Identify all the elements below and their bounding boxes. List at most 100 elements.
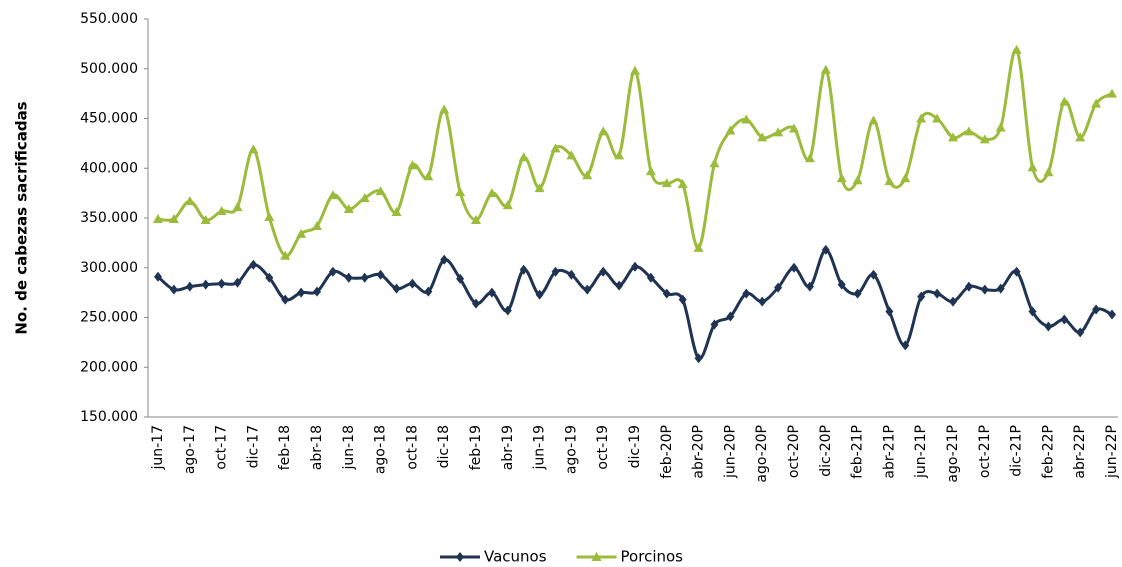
data-point (774, 282, 783, 293)
data-point (900, 173, 911, 183)
x-tick-label: dic-20P (818, 425, 834, 477)
x-tick-label: dic-19 (627, 425, 643, 468)
data-point (582, 170, 593, 180)
y-tick-label: 150.000 (80, 409, 138, 425)
data-point (757, 132, 768, 142)
x-tick-label: jun-22P (1104, 425, 1120, 479)
data-point (486, 188, 497, 198)
y-axis-label: No. de cabezas sacrificadas (13, 101, 31, 334)
data-point (280, 250, 291, 260)
data-point (360, 272, 369, 283)
legend-label: Porcinos (621, 548, 684, 566)
data-point (392, 283, 401, 294)
y-tick-label: 300.000 (80, 260, 138, 276)
data-point (1075, 132, 1086, 142)
data-point (424, 286, 433, 297)
data-point (328, 266, 337, 277)
x-tick-label: oct-20P (786, 425, 802, 478)
data-point (948, 132, 958, 142)
x-tick-label: dic-21P (1009, 425, 1025, 477)
x-tick-label: feb-19 (468, 425, 484, 470)
data-point (583, 284, 592, 295)
data-point (852, 175, 863, 185)
data-point (359, 193, 370, 203)
data-point (645, 166, 656, 176)
data-point (535, 289, 544, 300)
data-point (201, 279, 210, 290)
data-point (884, 176, 895, 186)
data-point (837, 279, 846, 290)
data-point (154, 271, 162, 282)
x-tick-label: oct-18 (404, 425, 420, 470)
data-point (741, 114, 752, 124)
data-point (869, 269, 878, 280)
data-point (439, 104, 450, 114)
data-point (917, 291, 926, 302)
data-point (313, 286, 321, 297)
data-point (248, 144, 259, 154)
data-point (534, 183, 545, 193)
x-tick-label: jun-17 (150, 425, 166, 471)
y-tick-label: 450.000 (80, 111, 138, 127)
data-point (1108, 309, 1116, 320)
data-point (265, 272, 274, 283)
x-tick-label: ago-20P (754, 425, 770, 483)
data-point (805, 281, 814, 292)
x-tick-label: feb-18 (277, 425, 293, 470)
data-point (726, 311, 735, 322)
data-point (678, 294, 687, 305)
data-point (264, 212, 275, 222)
data-point (790, 262, 798, 273)
data-point (963, 126, 974, 136)
x-tick-label: ago-21P (945, 425, 961, 483)
data-point (599, 266, 608, 277)
data-point (567, 269, 576, 280)
x-tick-label: feb-20P (659, 425, 675, 479)
legend-label: Vacunos (484, 548, 547, 566)
x-tick-label: jun-21P (913, 425, 929, 479)
data-point (472, 298, 480, 309)
x-tick-label: ago-18 (373, 425, 389, 474)
data-point (1059, 96, 1070, 106)
data-point (519, 264, 528, 275)
data-point (725, 125, 736, 135)
data-point (614, 150, 625, 160)
data-point (710, 319, 719, 330)
data-point (376, 269, 385, 280)
data-point (456, 273, 465, 284)
data-point (996, 283, 1005, 294)
data-point (312, 220, 322, 230)
data-point (233, 277, 242, 288)
data-point (153, 213, 163, 223)
data-point (1044, 321, 1053, 332)
y-tick-label: 250.000 (80, 310, 138, 326)
data-point (662, 288, 671, 299)
data-point (184, 196, 195, 206)
data-point (964, 281, 973, 292)
data-point (169, 284, 178, 295)
data-point (471, 214, 481, 224)
data-point (631, 261, 639, 272)
data-point (821, 244, 830, 255)
data-point (281, 294, 290, 305)
y-tick-label: 400.000 (80, 160, 138, 176)
x-tick-label: ago-19 (563, 425, 579, 474)
data-point (820, 64, 831, 74)
data-point (853, 288, 862, 299)
x-tick-label: oct-21P (977, 425, 993, 478)
data-point (502, 200, 513, 210)
data-point (296, 228, 307, 238)
data-point (518, 152, 529, 162)
x-tick-label: jun-20P (722, 425, 738, 479)
data-point (949, 296, 957, 307)
data-point (742, 288, 751, 299)
data-point (758, 296, 767, 307)
data-point (375, 186, 386, 196)
y-tick-label: 350.000 (80, 210, 138, 226)
data-point (709, 158, 720, 168)
data-point (550, 143, 561, 153)
x-tick-label: jun-18 (341, 425, 357, 471)
data-point (566, 150, 577, 160)
x-tick-label: feb-21P (850, 425, 866, 479)
